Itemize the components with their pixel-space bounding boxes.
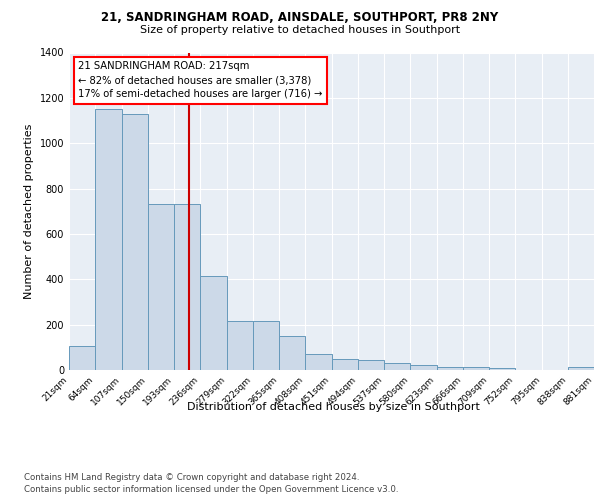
- Bar: [437, 367, 463, 370]
- Bar: [463, 367, 489, 370]
- Text: 21 SANDRINGHAM ROAD: 217sqm
← 82% of detached houses are smaller (3,378)
17% of : 21 SANDRINGHAM ROAD: 217sqm ← 82% of det…: [79, 62, 323, 100]
- Text: Distribution of detached houses by size in Southport: Distribution of detached houses by size …: [187, 402, 479, 412]
- Bar: [331, 358, 358, 370]
- Bar: [95, 109, 121, 370]
- Bar: [279, 336, 305, 370]
- Bar: [568, 367, 594, 370]
- Y-axis label: Number of detached properties: Number of detached properties: [24, 124, 34, 299]
- Bar: [148, 204, 174, 370]
- Text: Contains public sector information licensed under the Open Government Licence v3: Contains public sector information licen…: [24, 485, 398, 494]
- Bar: [121, 114, 148, 370]
- Text: Contains HM Land Registry data © Crown copyright and database right 2024.: Contains HM Land Registry data © Crown c…: [24, 472, 359, 482]
- Bar: [410, 366, 437, 370]
- Bar: [253, 321, 279, 370]
- Bar: [305, 354, 331, 370]
- Bar: [174, 204, 200, 370]
- Bar: [384, 363, 410, 370]
- Bar: [200, 276, 227, 370]
- Bar: [227, 321, 253, 370]
- Bar: [358, 360, 384, 370]
- Bar: [489, 368, 515, 370]
- Text: 21, SANDRINGHAM ROAD, AINSDALE, SOUTHPORT, PR8 2NY: 21, SANDRINGHAM ROAD, AINSDALE, SOUTHPOR…: [101, 11, 499, 24]
- Bar: [69, 346, 95, 370]
- Text: Size of property relative to detached houses in Southport: Size of property relative to detached ho…: [140, 25, 460, 35]
